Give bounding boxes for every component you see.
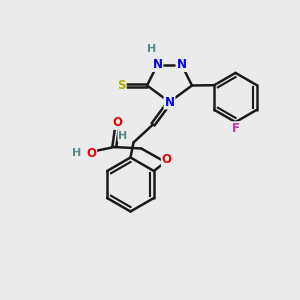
Text: S: S (117, 79, 126, 92)
Text: N: N (152, 58, 163, 71)
Text: H: H (73, 148, 82, 158)
Text: O: O (86, 147, 96, 161)
Text: N: N (164, 95, 175, 109)
Text: F: F (232, 122, 239, 135)
Text: O: O (112, 116, 122, 129)
Text: H: H (118, 131, 127, 141)
Text: O: O (162, 153, 172, 166)
Text: H: H (147, 44, 156, 55)
Text: N: N (176, 58, 187, 71)
